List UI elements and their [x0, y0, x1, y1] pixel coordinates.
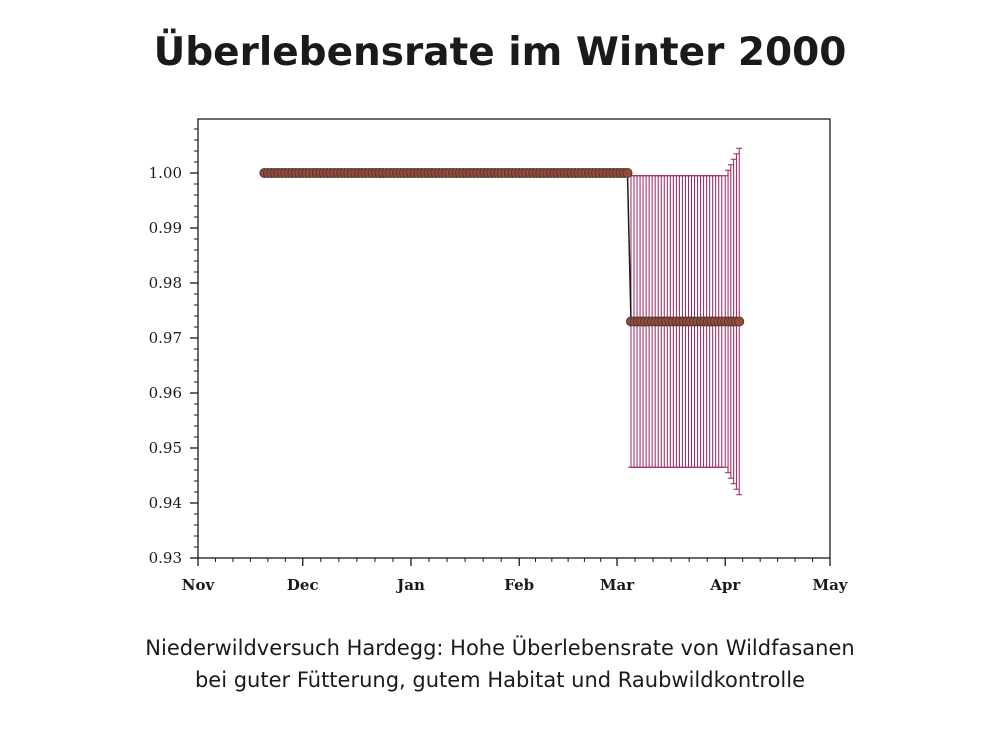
estimate-line [264, 172, 740, 323]
x-tick-label: Nov [182, 576, 216, 594]
caption-line-2: bei guter Fütterung, gutem Habitat und R… [194, 668, 806, 692]
y-tick-label: 0.96 [149, 384, 182, 402]
y-tick-label: 0.98 [149, 274, 182, 292]
x-tick-label: Feb [504, 576, 534, 594]
y-tick-label: 0.93 [149, 549, 182, 567]
x-tick-label: Dec [287, 576, 319, 594]
survival-chart: 0.93 0.94 0.95 0.96 0.97 0.98 0.99 1.00 Nov Dec Ja… [149, 118, 849, 594]
x-tick-label: Apr [709, 576, 741, 594]
x-tick-label: Mar [600, 576, 635, 594]
y-tick-label: 1.00 [149, 164, 182, 182]
data-point [622, 168, 633, 178]
slide-title: Überlebensrate im Winter 2000 [153, 30, 847, 75]
slide-caption: Niederwildversuch Hardegg: Hohe Überlebe… [0, 632, 1000, 696]
y-tick-label: 0.94 [149, 494, 182, 512]
y-tick-label: 0.97 [149, 329, 182, 347]
y-tick-label: 0.99 [149, 219, 182, 237]
x-tick-label: May [812, 576, 848, 594]
plot-frame [197, 118, 831, 559]
x-tick-label: Jan [395, 576, 425, 594]
y-tick-label: 0.95 [149, 439, 182, 457]
data-point [734, 316, 745, 327]
caption-line-1: Niederwildversuch Hardegg: Hohe Überlebe… [145, 636, 855, 660]
